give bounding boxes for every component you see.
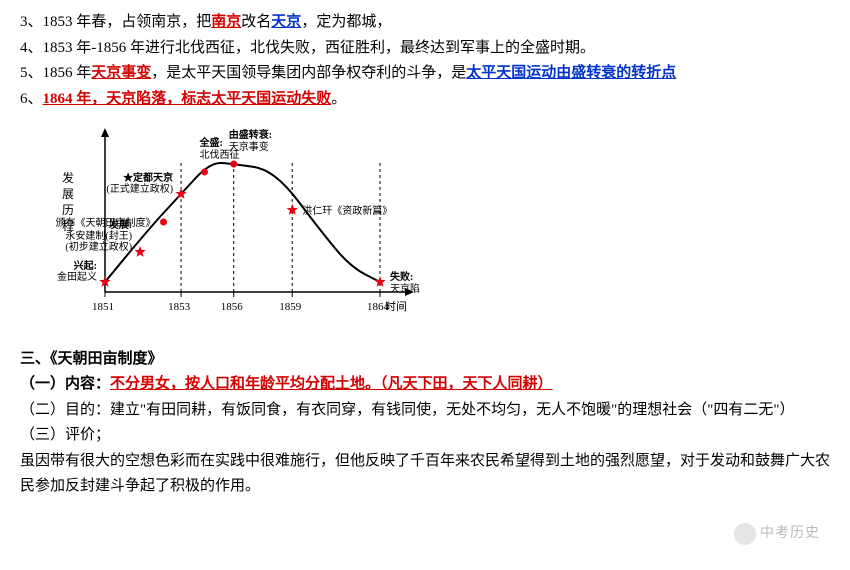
svg-text:展: 展 (62, 187, 74, 201)
l3d: 天京 (271, 14, 301, 30)
svg-text:失败:: 失败: (390, 270, 413, 283)
svg-text:1864: 1864 (367, 301, 390, 313)
svg-text:天京陷落: 天京陷落 (390, 282, 420, 295)
svg-text:天京事变: 天京事变 (229, 140, 269, 153)
section-3-title: 三、《天朝田亩制度》 (20, 347, 830, 373)
s31a: （一）内容： (20, 376, 110, 392)
watermark-text: 中考历史 (760, 524, 820, 540)
l5d: 太平天国运动由盛转衰的转折点 (466, 65, 676, 81)
svg-text:历: 历 (62, 203, 74, 217)
l6b: 1864 年，天京陷落，标志太平天国运动失败 (43, 91, 332, 107)
l3c: 改名 (241, 14, 271, 30)
svg-text:发: 发 (62, 170, 74, 185)
svg-text:★定都天京: ★定都天京 (123, 171, 173, 184)
chart-svg: 发展历程时间18511853185618591864兴起:金田起义发展:永安建制… (50, 122, 420, 322)
svg-text:1853: 1853 (168, 301, 191, 313)
wechat-icon (734, 523, 756, 545)
timeline-chart: 发展历程时间18511853185618591864兴起:金田起义发展:永安建制… (50, 122, 830, 332)
line-5: 5、1856 年天京事变，是太平天国领导集团内部争权夺利的斗争，是太平天国运动由… (20, 61, 830, 87)
svg-text:永安建制(封王): 永安建制(封王) (65, 229, 132, 242)
watermark: 中考历史 (734, 521, 820, 545)
section-3-content: （一）内容：不分男女，按人口和年龄平均分配土地。（凡天下田，天下人同耕） (20, 372, 830, 398)
section-3-eval: 虽因带有很大的空想色彩而在实践中很难施行，但他反映了千百年来农民希望得到土地的强… (20, 449, 830, 500)
line-6: 6、1864 年，天京陷落，标志太平天国运动失败。 (20, 87, 830, 113)
svg-text:洪仁玕《资政新篇》: 洪仁玕《资政新篇》 (302, 204, 392, 217)
svg-text:(正式建立政权): (正式建立政权) (106, 182, 173, 195)
l5c: ，是太平天国领导集团内部争权夺利的斗争，是 (151, 65, 466, 81)
l6c: 。 (331, 91, 346, 107)
svg-text:全盛:: 全盛: (198, 136, 222, 149)
l3b: 南京 (211, 14, 241, 30)
l5a: 5、1856 年 (20, 65, 91, 81)
svg-text:由盛转衰:: 由盛转衰: (229, 128, 272, 141)
section-3-purpose: （二）目的：建立"有田同耕，有饭同食，有衣同穿，有钱同使，无处不均匀，无人不饱暖… (20, 398, 830, 424)
svg-text:(初步建立政权): (初步建立政权) (65, 240, 132, 253)
svg-text:兴起:: 兴起: (74, 259, 97, 272)
svg-text:金田起义: 金田起义 (57, 270, 97, 283)
l3a: 3、1853 年春，占领南京，把 (20, 14, 211, 30)
svg-text:1856: 1856 (221, 301, 244, 313)
svg-text:颁布《天朝田亩制度》: 颁布《天朝田亩制度》 (56, 216, 156, 229)
section-3-eval-label: （三）评价； (20, 423, 830, 449)
l6a: 6、 (20, 91, 43, 107)
svg-text:1859: 1859 (279, 301, 302, 313)
line-3: 3、1853 年春，占领南京，把南京改名天京，定为都城， (20, 10, 830, 36)
s31b: 不分男女，按人口和年龄平均分配土地。（凡天下田，天下人同耕） (110, 376, 553, 392)
l5b: 天京事变 (91, 65, 151, 81)
svg-text:1851: 1851 (92, 301, 114, 313)
l3e: ，定为都城， (301, 14, 391, 30)
line-4: 4、1853 年-1856 年进行北伐西征，北伐失败，西征胜利，最终达到军事上的… (20, 36, 830, 62)
